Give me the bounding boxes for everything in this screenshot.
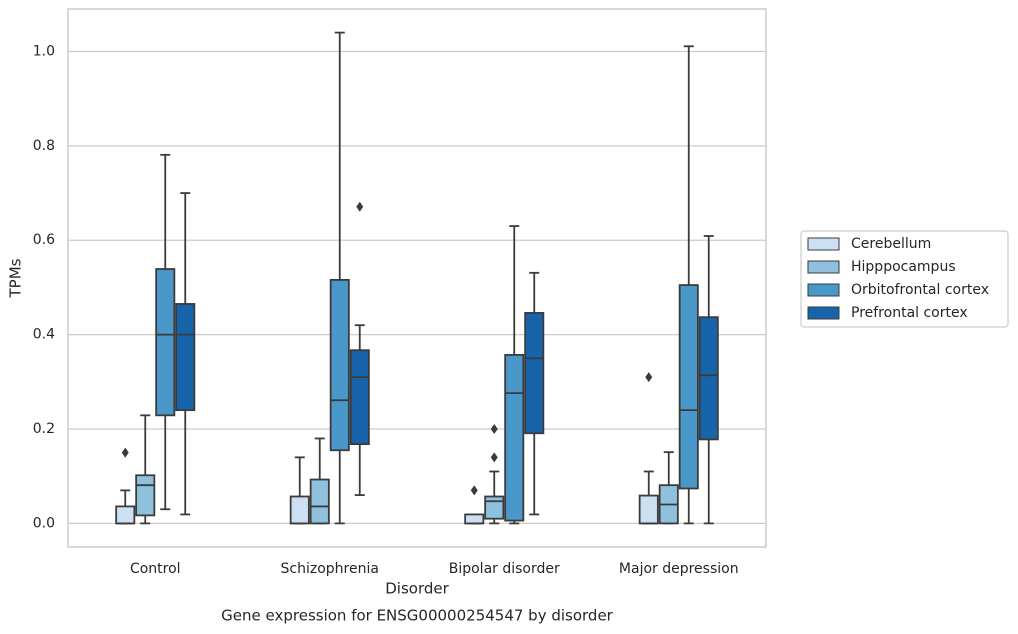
x-tick-label: Bipolar disorder [449, 561, 560, 577]
legend-swatch [807, 260, 840, 274]
box [289, 495, 310, 525]
x-tick-label: Schizophrenia [281, 561, 379, 577]
box [135, 474, 156, 517]
legend-label: Orbitofrontal cortex [851, 282, 989, 298]
outlier [490, 452, 498, 463]
x-axis-label: Disorder [385, 580, 449, 598]
outlier [470, 485, 478, 496]
box [115, 505, 136, 525]
box [698, 316, 719, 441]
outlier [356, 201, 364, 212]
box [309, 478, 330, 525]
y-tick-label: 0.4 [33, 327, 55, 343]
legend-label: Hipppocampus [851, 259, 956, 275]
legend-label: Cerebellum [851, 236, 931, 252]
box [678, 284, 699, 490]
legend-swatch [807, 283, 840, 297]
x-tick-label: Control [130, 561, 181, 577]
box [524, 312, 545, 435]
y-tick-label: 0.8 [33, 138, 55, 154]
box [638, 494, 659, 525]
plot-frame [67, 8, 767, 548]
outlier [645, 372, 653, 383]
outlier [490, 424, 498, 435]
box [155, 268, 176, 417]
legend-swatch [807, 306, 840, 320]
y-tick-label: 0.0 [33, 515, 55, 531]
legend-frame [800, 230, 1009, 328]
box [329, 278, 350, 452]
box [464, 513, 485, 525]
y-tick-label: 0.6 [33, 232, 55, 248]
box [504, 354, 525, 522]
legend-label: Prefrontal cortex [851, 305, 968, 321]
outlier [121, 447, 129, 458]
box [484, 495, 505, 520]
x-tick-label: Major depression [619, 561, 739, 577]
y-tick-label: 1.0 [33, 43, 55, 59]
chart-title: Gene expression for ENSG00000254547 by d… [221, 607, 614, 625]
box [175, 303, 196, 412]
y-tick-label: 0.2 [33, 421, 55, 437]
y-axis-label: TPMs [7, 258, 25, 298]
legend-swatch [807, 237, 840, 251]
box [349, 349, 370, 446]
